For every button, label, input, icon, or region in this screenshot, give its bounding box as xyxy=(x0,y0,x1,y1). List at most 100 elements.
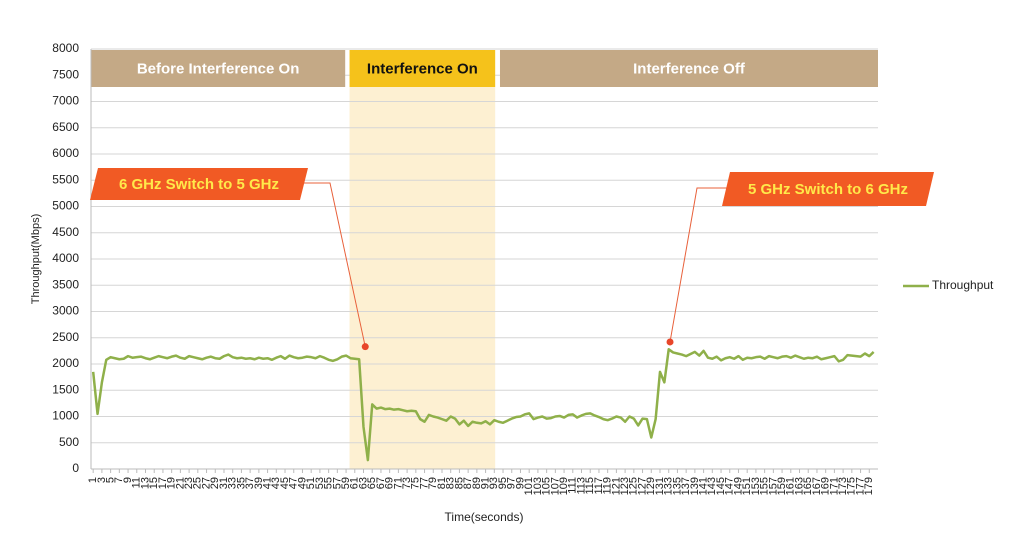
callout-box xyxy=(722,172,934,206)
region-band xyxy=(349,50,496,87)
x-tick-label: 103 xyxy=(532,477,544,495)
x-tick-label: 59 xyxy=(340,477,352,489)
x-tick-label: 33 xyxy=(227,477,239,489)
x-tick-label: 123 xyxy=(619,477,631,495)
x-tick-label: 71 xyxy=(392,477,404,489)
x-tick-label: 57 xyxy=(331,477,343,489)
x-tick-label: 37 xyxy=(244,477,256,489)
callout-line xyxy=(669,187,727,343)
x-tick-label: 53 xyxy=(314,477,326,489)
x-tick-label: 21 xyxy=(174,477,186,489)
y-tick-label: 1500 xyxy=(52,382,79,396)
x-tick-label: 29 xyxy=(209,477,221,489)
y-tick-label: 500 xyxy=(59,435,79,449)
y-tick-label: 2500 xyxy=(52,330,79,344)
x-tick-label: 155 xyxy=(759,477,771,495)
x-tick-label: 151 xyxy=(741,477,753,495)
x-tick-label: 177 xyxy=(854,477,866,495)
legend-label: Throughput xyxy=(932,278,994,292)
x-tick-label: 129 xyxy=(645,477,657,495)
x-tick-label: 63 xyxy=(357,477,369,489)
x-tick-label: 65 xyxy=(366,477,378,489)
x-tick-label: 173 xyxy=(837,477,849,495)
x-tick-label: 1 xyxy=(87,477,99,483)
x-tick-label: 17 xyxy=(157,477,169,489)
x-tick-label: 99 xyxy=(514,477,526,489)
x-tick-label: 147 xyxy=(724,477,736,495)
x-tick-label: 145 xyxy=(715,477,727,495)
x-tick-label: 165 xyxy=(802,477,814,495)
region-label: Interference On xyxy=(367,60,478,77)
x-tick-label: 107 xyxy=(549,477,561,495)
region-label: Before Interference On xyxy=(137,60,300,77)
x-tick-label: 105 xyxy=(541,477,553,495)
x-tick-label: 49 xyxy=(296,477,308,489)
x-tick-label: 39 xyxy=(253,477,265,489)
x-tick-label: 141 xyxy=(698,477,710,495)
x-tick-label: 161 xyxy=(785,477,797,495)
x-tick-label: 149 xyxy=(732,477,744,495)
x-tick-label: 27 xyxy=(200,477,212,489)
x-tick-label: 61 xyxy=(349,477,361,489)
x-tick-label: 133 xyxy=(663,477,675,495)
callout-text: 6 GHz Switch to 5 GHz xyxy=(119,176,279,193)
x-tick-label: 153 xyxy=(750,477,762,495)
x-tick-label: 51 xyxy=(305,477,317,489)
x-tick-label: 119 xyxy=(602,477,614,495)
x-tick-label: 87 xyxy=(462,477,474,489)
y-tick-label: 3000 xyxy=(52,304,79,318)
x-tick-label: 91 xyxy=(479,477,491,489)
y-tick-label: 4500 xyxy=(52,225,79,239)
y-tick-label: 6000 xyxy=(52,146,79,160)
region-band xyxy=(499,50,878,87)
x-axis-title: Time(seconds) xyxy=(445,510,524,524)
y-tick-label: 0 xyxy=(72,461,79,475)
x-tick-label: 67 xyxy=(375,477,387,489)
callout-text: 5 GHz Switch to 6 GHz xyxy=(748,181,908,198)
x-tick-label: 5 xyxy=(105,477,117,483)
x-tick-label: 81 xyxy=(436,477,448,489)
x-tick-label: 75 xyxy=(410,477,422,489)
x-tick-label: 125 xyxy=(628,477,640,495)
x-tick-label: 179 xyxy=(863,477,875,495)
x-tick-label: 7 xyxy=(113,477,125,483)
series-line xyxy=(91,348,875,462)
x-tick-label: 9 xyxy=(122,477,134,483)
x-tick-label: 163 xyxy=(793,477,805,495)
x-tick-label: 13 xyxy=(139,477,151,489)
y-tick-label: 6500 xyxy=(52,120,79,134)
x-tick-label: 93 xyxy=(488,477,500,489)
x-tick-label: 47 xyxy=(288,477,300,489)
x-tick-label: 85 xyxy=(453,477,465,489)
x-tick-label: 139 xyxy=(689,477,701,495)
x-tick-label: 111 xyxy=(567,477,579,494)
y-tick-label: 5500 xyxy=(52,172,79,186)
x-tick-label: 95 xyxy=(497,477,509,489)
x-tick-label: 43 xyxy=(270,477,282,489)
x-tick-label: 83 xyxy=(445,477,457,489)
x-tick-label: 127 xyxy=(636,477,648,495)
x-tick-label: 3 xyxy=(96,477,108,483)
callout-box xyxy=(90,168,308,200)
x-tick-label: 11 xyxy=(131,477,143,488)
x-tick-label: 55 xyxy=(323,477,335,489)
x-tick-label: 167 xyxy=(811,477,823,495)
x-tick-label: 121 xyxy=(610,477,622,495)
callout-line xyxy=(303,182,366,347)
x-tick-label: 77 xyxy=(418,477,430,489)
x-tick-label: 113 xyxy=(575,477,587,495)
x-tick-label: 73 xyxy=(401,477,413,489)
y-tick-label: 2000 xyxy=(52,356,79,370)
x-tick-label: 115 xyxy=(584,477,596,495)
x-tick-label: 171 xyxy=(828,477,840,495)
x-tick-label: 45 xyxy=(279,477,291,489)
x-tick-label: 23 xyxy=(183,477,195,489)
y-tick-label: 7500 xyxy=(52,67,79,81)
y-tick-label: 4000 xyxy=(52,251,79,265)
y-tick-label: 7000 xyxy=(52,94,79,108)
y-axis-title: Throughput(Mbps) xyxy=(30,214,42,305)
x-tick-label: 159 xyxy=(776,477,788,495)
x-tick-label: 137 xyxy=(680,477,692,495)
y-tick-label: 3500 xyxy=(52,277,79,291)
